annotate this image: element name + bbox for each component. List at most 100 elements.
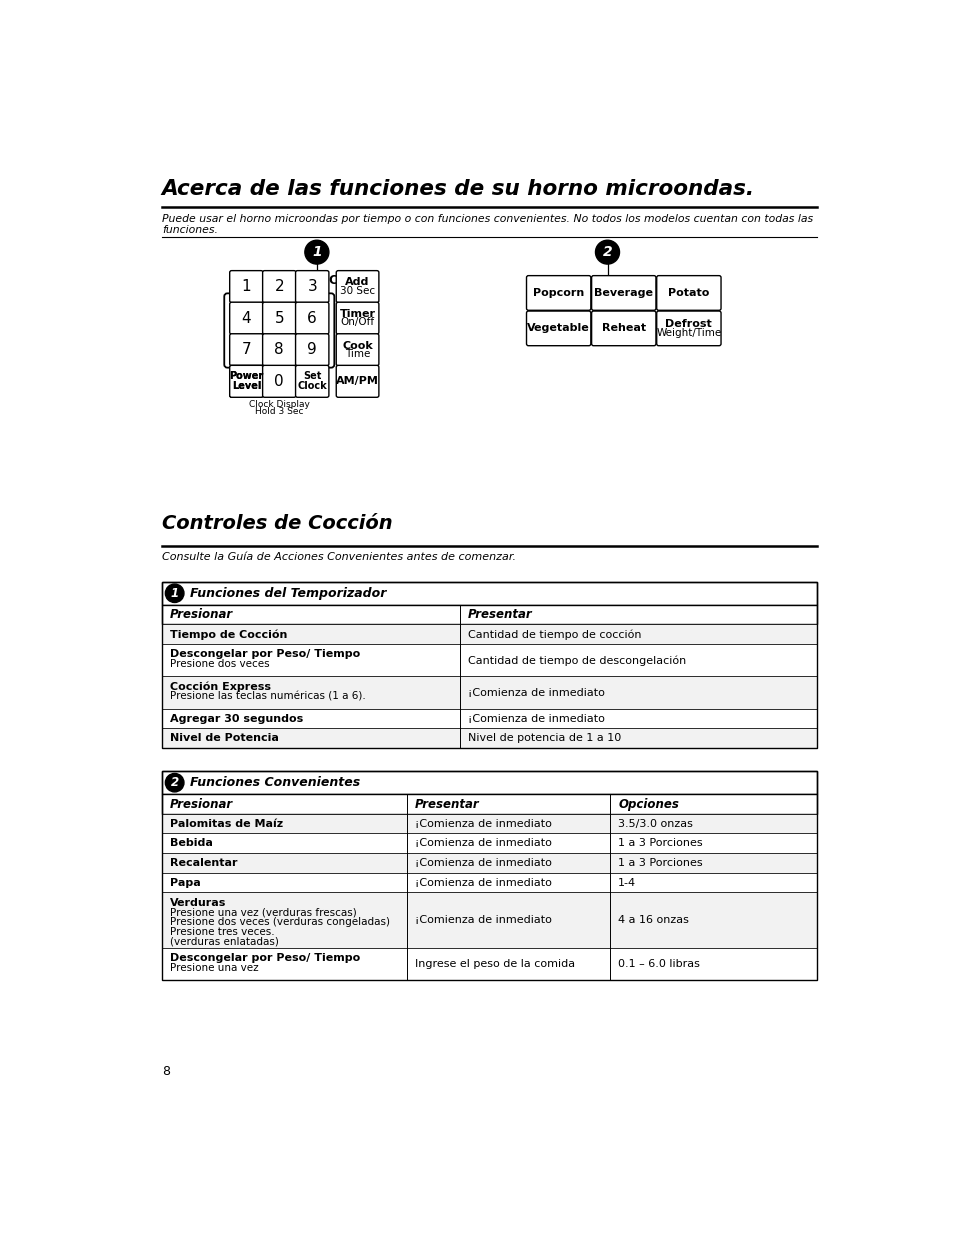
FancyBboxPatch shape: [230, 303, 263, 335]
Text: Funciones del Temporizador: Funciones del Temporizador: [190, 587, 386, 600]
Text: Funciones Convenientes: Funciones Convenientes: [190, 776, 359, 789]
Text: Acerca de las funciones de su horno microondas.: Acerca de las funciones de su horno micr…: [162, 179, 754, 199]
Text: Papa: Papa: [170, 878, 200, 888]
Text: 0.1 – 6.0 libras: 0.1 – 6.0 libras: [618, 960, 700, 969]
Text: Power: Power: [229, 372, 263, 382]
Bar: [162, 709, 816, 729]
Text: 7: 7: [241, 342, 251, 357]
Bar: [162, 645, 816, 677]
Text: 6: 6: [307, 311, 316, 326]
FancyBboxPatch shape: [591, 275, 656, 310]
Text: Weight/Time: Weight/Time: [656, 329, 720, 338]
Text: 1: 1: [241, 279, 251, 294]
Text: Presionar: Presionar: [170, 798, 233, 810]
Text: Presione las teclas numéricas (1 a 6).: Presione las teclas numéricas (1 a 6).: [170, 692, 365, 701]
FancyBboxPatch shape: [230, 333, 263, 366]
FancyBboxPatch shape: [295, 366, 329, 398]
Text: AM/PM: AM/PM: [335, 377, 378, 387]
FancyBboxPatch shape: [295, 303, 329, 335]
Text: 2: 2: [274, 279, 284, 294]
Circle shape: [595, 241, 618, 264]
Text: Defrost: Defrost: [665, 319, 712, 329]
Text: Potato: Potato: [667, 288, 709, 298]
Circle shape: [305, 241, 329, 264]
Bar: [162, 893, 816, 947]
Text: Palomitas de Maíz: Palomitas de Maíz: [170, 819, 282, 829]
Text: Presionar: Presionar: [170, 608, 233, 621]
Bar: [162, 834, 816, 853]
Text: Add: Add: [345, 278, 370, 288]
Bar: [162, 605, 816, 625]
Text: Cantidad de tiempo de descongelación: Cantidad de tiempo de descongelación: [467, 655, 685, 666]
Text: Recalentar: Recalentar: [170, 858, 237, 868]
Text: ¡Comienza de inmediato: ¡Comienza de inmediato: [415, 858, 552, 868]
Bar: [162, 771, 816, 794]
Text: Hold 3 Sec: Hold 3 Sec: [254, 408, 303, 416]
Text: 3.5/3.0 onzas: 3.5/3.0 onzas: [618, 819, 693, 829]
Text: Popcorn: Popcorn: [533, 288, 583, 298]
FancyBboxPatch shape: [230, 366, 263, 398]
Text: 1 a 3 Porciones: 1 a 3 Porciones: [618, 858, 702, 868]
FancyBboxPatch shape: [526, 275, 590, 310]
Bar: [162, 582, 816, 748]
Text: Agregar 30 segundos: Agregar 30 segundos: [170, 714, 302, 724]
Text: 1: 1: [171, 587, 178, 600]
FancyBboxPatch shape: [262, 333, 295, 366]
Text: 9: 9: [307, 342, 316, 357]
Text: Vegetable: Vegetable: [527, 324, 590, 333]
FancyBboxPatch shape: [526, 311, 590, 346]
FancyBboxPatch shape: [295, 270, 329, 303]
Text: Presione tres veces.: Presione tres veces.: [170, 926, 274, 936]
Bar: [162, 947, 816, 981]
Text: 2: 2: [171, 776, 178, 789]
Bar: [162, 677, 816, 709]
Text: 2: 2: [602, 246, 612, 259]
FancyBboxPatch shape: [335, 366, 378, 398]
Text: Presentar: Presentar: [467, 608, 532, 621]
Text: Power: Power: [229, 372, 263, 382]
Text: Presione dos veces: Presione dos veces: [170, 659, 269, 669]
Text: Clock Display: Clock Display: [249, 400, 310, 409]
FancyBboxPatch shape: [262, 366, 295, 398]
FancyBboxPatch shape: [262, 270, 295, 303]
Text: 3: 3: [307, 279, 316, 294]
Text: 8: 8: [274, 342, 284, 357]
Text: Time: Time: [345, 350, 370, 359]
Text: Cocción Express: Cocción Express: [170, 680, 271, 692]
Circle shape: [165, 584, 184, 603]
FancyBboxPatch shape: [230, 270, 263, 303]
FancyBboxPatch shape: [656, 275, 720, 310]
FancyBboxPatch shape: [262, 303, 295, 335]
Text: 5: 5: [274, 311, 284, 326]
Text: Cook: Cook: [342, 341, 373, 351]
Text: Presentar: Presentar: [415, 798, 479, 810]
Text: ¡Comienza de inmediato: ¡Comienza de inmediato: [415, 839, 552, 848]
Bar: [162, 729, 816, 748]
Text: (verduras enlatadas): (verduras enlatadas): [170, 936, 278, 946]
Text: Descongelar por Peso/ Tiempo: Descongelar por Peso/ Tiempo: [170, 953, 359, 963]
Text: Nivel de potencia de 1 a 10: Nivel de potencia de 1 a 10: [467, 734, 620, 743]
Text: Set: Set: [303, 372, 321, 382]
Text: Beverage: Beverage: [594, 288, 653, 298]
Text: 1 a 3 Porciones: 1 a 3 Porciones: [618, 839, 702, 848]
Text: ¡Comienza de inmediato: ¡Comienza de inmediato: [415, 819, 552, 829]
Bar: [162, 853, 816, 873]
Text: Bebida: Bebida: [170, 839, 213, 848]
Text: ¡Comienza de inmediato: ¡Comienza de inmediato: [467, 714, 604, 724]
Bar: [162, 771, 816, 981]
Circle shape: [165, 773, 184, 792]
Text: Controles de Cocción: Controles de Cocción: [162, 514, 392, 534]
Text: Verduras: Verduras: [170, 898, 226, 908]
Text: 4: 4: [241, 311, 251, 326]
Text: Tiempo de Cocción: Tiempo de Cocción: [170, 629, 287, 640]
FancyBboxPatch shape: [591, 311, 656, 346]
Text: 4 a 16 onzas: 4 a 16 onzas: [618, 915, 688, 925]
Text: Level: Level: [232, 382, 261, 391]
Text: Express Cook: Express Cook: [273, 274, 361, 288]
Text: 1-4: 1-4: [618, 878, 636, 888]
FancyBboxPatch shape: [230, 366, 263, 398]
Text: Ingrese el peso de la comida: Ingrese el peso de la comida: [415, 960, 575, 969]
Text: Level: Level: [232, 382, 261, 391]
Bar: [162, 625, 816, 645]
FancyBboxPatch shape: [335, 270, 378, 303]
